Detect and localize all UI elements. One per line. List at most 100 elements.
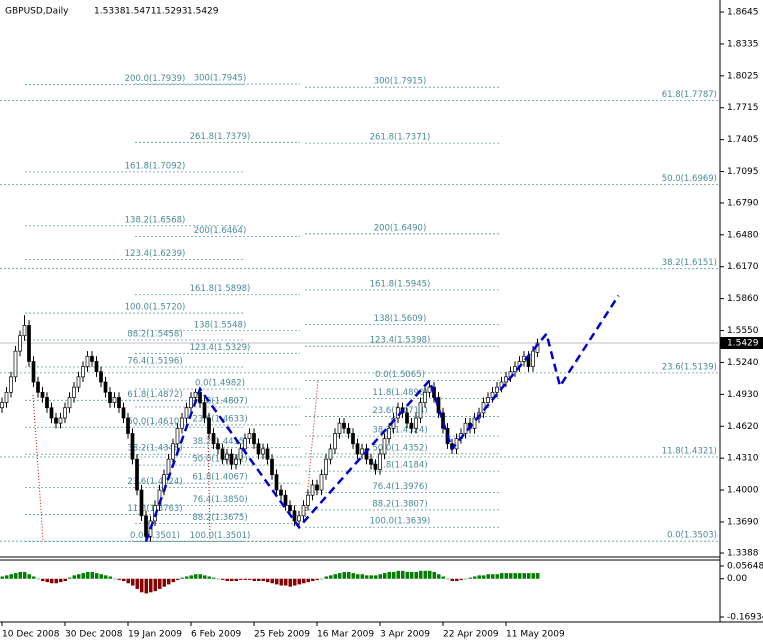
candle-body [486,397,490,403]
osc-bar [329,575,333,579]
candle-body [328,448,333,460]
candle-body [67,397,72,409]
fib-label: 100.0(1.3639) [370,517,431,527]
candle-body [112,397,117,403]
fib-label: 88.2(1.3807) [372,499,427,509]
y-tick-label: 1.5240 [727,358,759,368]
osc-bar [5,575,9,579]
fib-label: 138(1.5609) [374,314,427,324]
osc-bar [266,578,270,583]
osc-bar [495,574,499,579]
osc-bar [275,578,279,585]
fib-label: 200.0(1.7939) [125,74,186,84]
osc-bar [527,573,531,579]
candle-body [454,438,459,450]
x-tick-label: 3 Apr 2009 [380,630,430,640]
fib-label: 61.8(1.4872) [127,390,182,400]
candle-body [261,448,265,455]
fib-label: 138.2(1.6568) [125,215,186,225]
y-tick-label: 1.8335 [727,39,759,49]
candle-body [265,448,270,460]
osc-bar [477,575,481,579]
candle-body [243,438,247,450]
osc-bar [464,578,468,580]
osc-tick-label: 0.00 [727,574,747,584]
osc-bar [180,577,184,579]
candle-body [337,422,342,434]
osc-bar [176,578,180,580]
candle-body [126,417,130,434]
fib-label: 23.6(1.4024) [127,477,182,487]
osc-bar [225,578,229,582]
osc-bar [531,573,535,579]
candle-body [171,443,175,460]
osc-bar [522,573,526,579]
chart-title: GBPUSD,Daily [5,7,69,17]
osc-bar [311,578,315,582]
fib-label: 0.0(1.3501) [130,531,180,541]
candle-body [166,458,171,475]
osc-bar [279,578,283,586]
fib-label: 23.6(1.5139) [662,362,717,372]
candle-body [310,484,315,496]
osc-bar [333,574,337,579]
candle-body [292,510,297,522]
candle-body [463,422,468,434]
osc-bar [342,571,346,579]
osc-bar [122,578,126,582]
y-tick-label: 1.4000 [727,486,759,496]
fib-label: 123.4(1.5398) [370,336,431,346]
y-tick-label: 1.7715 [727,103,759,113]
candle-body [373,463,378,470]
osc-bar [437,574,441,579]
candle-body [382,438,387,455]
fib-label: 200(1.6490) [374,223,427,233]
osc-bar [9,574,13,579]
osc-tick-label: -0.16934 [727,612,763,622]
fib-label: 100.0(1.3501) [190,531,251,541]
candle-body [279,489,283,496]
fib-label: 161.8(1.7092) [125,161,186,171]
osc-bar [216,578,220,580]
candle-body [229,453,234,465]
candle-body [45,397,49,409]
candle-body [220,448,225,460]
candle-body [234,458,238,465]
x-tick-label: 19 Jan 2009 [128,630,182,640]
osc-bar [315,578,319,580]
osc-bar [347,571,351,579]
fib-label: 76.4(1.3850) [192,495,247,505]
fib-label: 300(1.7915) [374,77,427,87]
osc-bar [32,576,36,579]
fib-label: 161.8(1.5945) [370,279,431,289]
candle-body [342,422,346,429]
osc-bar [302,578,306,584]
fib-label: 61.8(1.4067) [192,473,247,483]
osc-bar [239,578,243,580]
candle-body [495,386,499,393]
fib-label: 50.0(1.4610) [127,417,182,427]
fib-label: 50.0(1.4242) [192,455,247,465]
candle-body [225,453,229,460]
candle-body [117,397,121,409]
osc-bar [140,578,144,593]
osc-bar [90,571,94,579]
osc-bar [459,578,463,580]
osc-bar [135,578,139,589]
y-tick-label: 1.4620 [727,422,759,432]
osc-bar [284,578,288,586]
y-tick-label: 1.8025 [727,71,759,81]
osc-bar [306,578,310,583]
candle-body [283,494,288,506]
candle-body [27,325,31,362]
fib-label: 76.4(1.3976) [372,482,427,492]
fib-label: 38.2(1.4524) [372,426,427,436]
candle-body [423,391,427,403]
candle-body [238,448,243,460]
candle-body [418,402,423,419]
osc-bar [257,578,261,582]
osc-tick-label: 0.05648 [727,561,763,571]
price-label-box [720,337,763,350]
candle-body [301,505,306,517]
candle-body [36,381,40,393]
